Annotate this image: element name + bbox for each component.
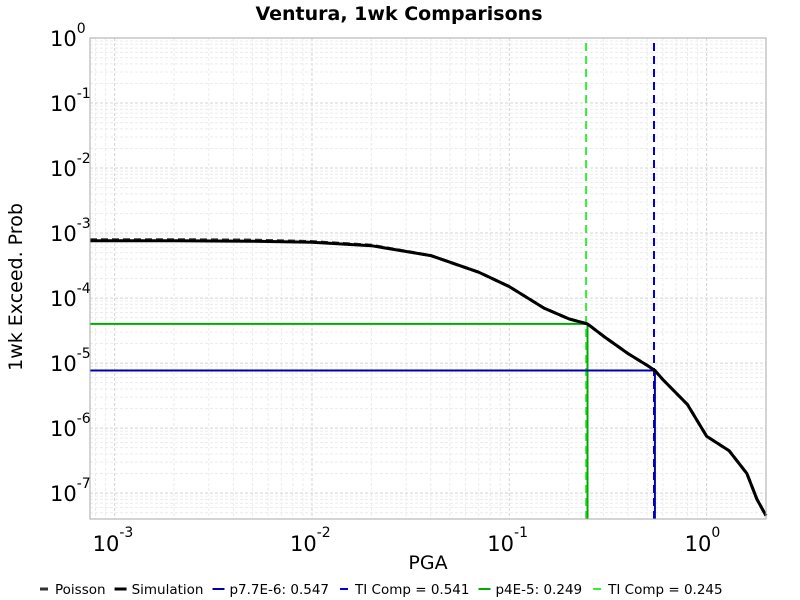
- grid: [90, 37, 767, 520]
- legend-label: p7.7E-6: 0.547: [229, 582, 329, 598]
- y-tick-exp: -1: [77, 86, 91, 102]
- y-tick-label: 10-6: [50, 411, 91, 441]
- y-tick-base: 10: [50, 287, 77, 311]
- x-tick-base: 10: [487, 532, 514, 556]
- y-tick-label: 10-7: [50, 476, 91, 506]
- y-tick-exp: 0: [77, 21, 86, 37]
- y-tick-label: 10-2: [50, 151, 91, 181]
- x-tick-label: 10-3: [93, 525, 134, 556]
- y-axis-label: 1wk Exceed. Prob: [5, 203, 27, 371]
- y-tick-label: 10-3: [50, 216, 91, 246]
- y-tick-exp: -6: [77, 411, 91, 427]
- y-tick-exp: -7: [77, 476, 91, 492]
- y-tick-base: 10: [50, 222, 77, 246]
- y-tick-label: 10-1: [50, 86, 91, 116]
- x-tick-labels: 10-3 10-2 10-1 100: [93, 525, 721, 556]
- x-tick-exp: -1: [514, 525, 528, 541]
- legend-label: TI Comp = 0.541: [354, 582, 469, 598]
- x-tick-exp: -2: [317, 525, 331, 541]
- y-tick-base: 10: [50, 417, 77, 441]
- y-tick-base: 10: [50, 92, 77, 116]
- y-tick-base: 10: [50, 482, 77, 506]
- y-tick-exp: -4: [77, 281, 91, 297]
- series-layer: [90, 38, 768, 519]
- y-tick-label: 10-4: [50, 281, 91, 311]
- legend-label: p4E-5: 0.249: [495, 582, 582, 598]
- x-axis-label: PGA: [408, 552, 447, 574]
- y-tick-exp: -5: [77, 346, 91, 362]
- y-tick-base: 10: [50, 27, 77, 51]
- x-tick-base: 10: [290, 532, 317, 556]
- legend: Poisson Simulation p7.7E-6: 0.547 TI Comp =…: [40, 582, 723, 598]
- legend-label: TI Comp = 0.245: [607, 582, 722, 598]
- x-tick-base: 10: [685, 532, 712, 556]
- x-tick-base: 10: [93, 532, 120, 556]
- y-tick-exp: -2: [77, 151, 91, 167]
- x-tick-label: 10-2: [290, 525, 331, 556]
- legend-label: Poisson: [55, 582, 106, 598]
- chart-title: Ventura, 1wk Comparisons: [255, 3, 542, 25]
- x-tick-label: 10-1: [487, 525, 528, 556]
- y-tick-label: 10-5: [50, 346, 91, 376]
- plot-frame: [89, 37, 767, 520]
- x-tick-exp: -3: [119, 525, 133, 541]
- x-tick-exp: 0: [711, 525, 720, 541]
- series-simulation: [90, 239, 768, 517]
- y-tick-base: 10: [50, 352, 77, 376]
- y-tick-base: 10: [50, 157, 77, 181]
- y-tick-exp: -3: [77, 216, 91, 232]
- legend-label: Simulation: [132, 582, 204, 598]
- x-tick-label: 100: [685, 525, 721, 556]
- y-tick-label: 100: [50, 21, 86, 51]
